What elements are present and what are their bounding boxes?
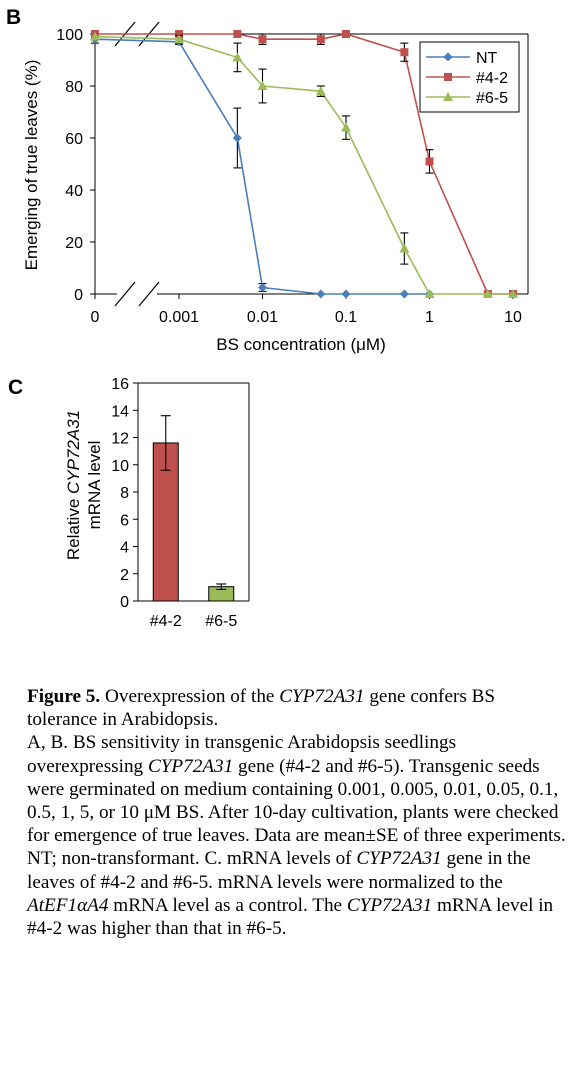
x-tick-label-c: #4-2 — [150, 613, 182, 630]
data-point — [232, 133, 242, 143]
y-axis-title-b: Emerging of true leaves (%) — [22, 60, 41, 271]
data-point — [399, 289, 409, 299]
y-tick-label-c: 4 — [120, 540, 129, 557]
x-tick-label-b: 0.01 — [247, 309, 278, 326]
x-tick-label-b: 1 — [425, 309, 434, 326]
data-point — [257, 81, 268, 90]
data-point — [399, 243, 410, 253]
legend-label: #6-5 — [476, 90, 508, 107]
legend-label: NT — [476, 50, 498, 67]
x-tick-label-b: 0 — [91, 309, 100, 326]
panel-label-c: C — [8, 376, 23, 399]
axis-break-gap — [129, 292, 145, 296]
axis-break-mark — [138, 281, 160, 307]
data-point — [258, 283, 267, 292]
x-tick-label-b: 10 — [504, 309, 522, 326]
data-point — [482, 289, 493, 298]
data-point — [424, 289, 435, 298]
series-line — [94, 35, 513, 295]
panel-label-b: B — [6, 6, 21, 29]
y-tick-label-b: 40 — [65, 183, 83, 200]
data-point — [342, 30, 350, 38]
axis-break-mark — [114, 281, 136, 307]
y-tick-label-c: 6 — [120, 512, 129, 529]
figure-caption: Figure 5. Overexpression of the CYP72A31… — [27, 685, 567, 940]
chart-b: B Emerging of true leaves (%) BS concent… — [6, 6, 529, 354]
y-tick-label-b: 20 — [65, 235, 83, 252]
data-point — [232, 52, 243, 62]
y-tick-label-c: 0 — [120, 594, 129, 611]
data-point — [175, 30, 183, 38]
y-tick-label-c: 2 — [120, 567, 129, 584]
y-tick-label-b: 80 — [65, 79, 83, 96]
data-point — [316, 289, 326, 299]
y-tick-label-b: 0 — [74, 287, 83, 304]
x-axis-title-b: BS concentration (μM) — [216, 335, 385, 354]
y-tick-label-c: 16 — [111, 376, 129, 393]
y-tick-label-c: 14 — [111, 403, 129, 420]
legend-label: #4-2 — [476, 70, 508, 87]
series-line — [95, 33, 513, 295]
caption-title: Figure 5. Overexpression of the CYP72A31… — [27, 686, 496, 731]
y-tick-label-c: 8 — [120, 485, 129, 502]
y-tick-label-b: 100 — [56, 27, 83, 44]
data-point — [315, 86, 326, 96]
data-point — [174, 34, 184, 44]
x-tick-label-c: #6-5 — [205, 613, 237, 630]
data-point — [508, 289, 518, 298]
data-point — [425, 157, 434, 166]
legend-b: NT #4-2 #6-5 — [419, 41, 520, 113]
data-point — [258, 35, 267, 44]
y-tick-label-b: 60 — [65, 131, 83, 148]
data-point — [316, 35, 325, 44]
series-6-5 — [90, 31, 518, 298]
series-line — [94, 38, 430, 295]
data-point — [341, 122, 351, 132]
chart-c: C Relative CYP72A31 mRNA level 0 2 4 6 8 10 12… — [8, 376, 250, 630]
caption-body: A, B. BS sensitivity in transgenic Arabi… — [27, 732, 566, 940]
data-point — [90, 31, 100, 41]
legend-marker — [444, 73, 452, 81]
data-point — [400, 48, 409, 57]
y-axis-title-c-line2: mRNA level — [85, 441, 104, 530]
legend-marker — [443, 92, 453, 101]
y-tick-label-c: 10 — [111, 458, 129, 475]
legend-marker — [443, 52, 453, 62]
x-tick-label-b: 0.001 — [159, 309, 199, 326]
data-point — [233, 30, 242, 38]
data-point — [341, 289, 351, 299]
y-tick-label-c: 12 — [111, 431, 129, 448]
y-axis-title-c-line1: Relative CYP72A31 — [64, 410, 83, 560]
x-tick-label-b: 0.1 — [335, 309, 357, 326]
